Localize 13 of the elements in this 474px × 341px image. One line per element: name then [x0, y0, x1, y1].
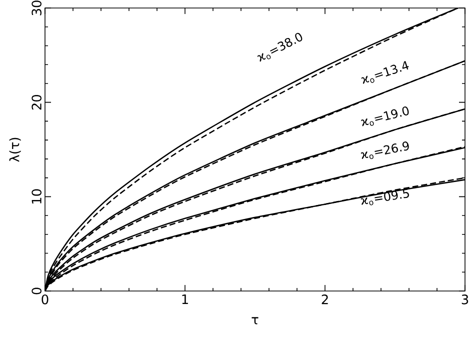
- x-axis-title: τ: [252, 317, 258, 324]
- y-axis-title: λ(τ): [9, 138, 21, 162]
- y-tick-label: 30: [32, 0, 42, 16]
- x-tick-label: 1: [182, 294, 188, 304]
- y-tick-label: 20: [32, 94, 42, 110]
- x-tick-label: 3: [462, 294, 468, 304]
- x-tick-label: 0: [42, 294, 48, 304]
- annotation: ϰ$_{o}$=26.9: [360, 142, 409, 160]
- annotation: ϰ$_{o}$=19.0: [361, 106, 409, 126]
- annotation: ϰ$_{o}$=13.4: [361, 60, 409, 84]
- y-tick-label: 10: [32, 189, 42, 204]
- x-tick-label: 2: [322, 294, 328, 304]
- y-tick-label: 0: [32, 288, 42, 294]
